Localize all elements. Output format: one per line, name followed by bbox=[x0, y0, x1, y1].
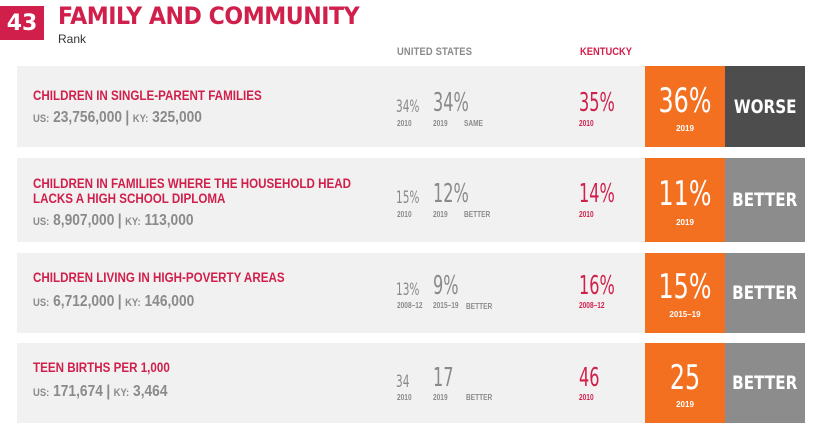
ky-current-box: 25 2019 bbox=[645, 343, 725, 423]
ky-current-box: 36% 2019 bbox=[645, 66, 725, 147]
us-base-value: 34 bbox=[396, 372, 410, 392]
ky-base-year: 2010 bbox=[579, 210, 594, 219]
us-year: 2019 bbox=[433, 210, 448, 219]
us-prefix: US: bbox=[33, 387, 50, 399]
us-base-year: 2008–12 bbox=[397, 301, 423, 310]
indicator-label: CHILDREN IN SINGLE-PARENT FAMILIES bbox=[33, 88, 262, 103]
indicator-counts: US: 23,756,000 | KY: 325,000 bbox=[33, 109, 202, 126]
indicator-label: CHILDREN IN FAMILIES WHERE THE HOUSEHOLD… bbox=[33, 176, 351, 191]
indicator-counts: US: 8,907,000 | KY: 113,000 bbox=[33, 212, 194, 229]
us-count: 6,712,000 bbox=[53, 293, 115, 310]
indicator-label: CHILDREN LIVING IN HIGH-POVERTY AREAS bbox=[33, 270, 285, 285]
verdict-label: BETTER bbox=[732, 282, 798, 304]
ky-current-value: 36% bbox=[658, 81, 712, 121]
verdict-badge: BETTER bbox=[725, 253, 805, 333]
indicator-label-line2: LACKS A HIGH SCHOOL DIPLOMA bbox=[33, 191, 226, 206]
indicator-counts: US: 6,712,000 | KY: 146,000 bbox=[33, 293, 195, 310]
ky-prefix: KY: bbox=[125, 297, 141, 309]
column-header-ky: KENTUCKY bbox=[580, 46, 632, 58]
rank-label: Rank bbox=[58, 32, 87, 46]
ky-base-year: 2008–12 bbox=[579, 301, 605, 310]
us-base-year: 2010 bbox=[397, 210, 412, 219]
us-count: 8,907,000 bbox=[53, 212, 115, 229]
us-trend: BETTER bbox=[466, 393, 493, 402]
verdict-badge: BETTER bbox=[725, 158, 805, 242]
us-base-year: 2010 bbox=[397, 119, 412, 128]
indicator-row: CHILDREN IN SINGLE-PARENT FAMILIES US: 2… bbox=[17, 66, 805, 147]
ky-count: 325,000 bbox=[152, 109, 202, 126]
us-base-value: 13% bbox=[396, 280, 420, 300]
ky-base-value: 46 bbox=[579, 363, 600, 393]
us-base-value: 34% bbox=[396, 97, 420, 117]
us-value: 34% bbox=[433, 88, 469, 118]
ky-current-year: 2015–19 bbox=[669, 310, 701, 319]
section-title: FAMILY AND COMMUNITY bbox=[58, 2, 360, 30]
ky-base-value: 16% bbox=[579, 271, 615, 301]
ky-count: 3,464 bbox=[133, 383, 168, 400]
us-trend: BETTER bbox=[464, 210, 491, 219]
rank-badge: 43 bbox=[0, 6, 44, 40]
verdict-label: BETTER bbox=[732, 189, 798, 211]
indicator-label: TEEN BIRTHS PER 1,000 bbox=[33, 360, 170, 375]
ky-base-year: 2010 bbox=[579, 393, 594, 402]
us-year: 2019 bbox=[433, 119, 448, 128]
us-base-year: 2010 bbox=[397, 393, 412, 402]
us-value: 12% bbox=[433, 179, 469, 209]
us-year: 2019 bbox=[433, 393, 448, 402]
us-trend: SAME bbox=[464, 119, 483, 128]
indicator-row: CHILDREN IN FAMILIES WHERE THE HOUSEHOLD… bbox=[17, 158, 805, 242]
column-header-us: UNITED STATES bbox=[397, 46, 473, 58]
verdict-label: WORSE bbox=[733, 95, 797, 118]
ky-current-value: 15% bbox=[658, 267, 712, 307]
ky-base-value: 35% bbox=[579, 88, 615, 118]
indicator-row: TEEN BIRTHS PER 1,000 US: 171,674 | KY: 3,… bbox=[17, 343, 805, 423]
rank-number: 43 bbox=[6, 10, 38, 36]
ky-prefix: KY: bbox=[113, 387, 130, 399]
ky-current-year: 2019 bbox=[676, 124, 694, 133]
us-count: 23,756,000 bbox=[53, 109, 122, 126]
us-count: 171,674 bbox=[53, 383, 103, 400]
ky-current-box: 15% 2015–19 bbox=[645, 253, 725, 333]
indicator-row: CHILDREN LIVING IN HIGH-POVERTY AREAS US… bbox=[17, 253, 805, 333]
ky-current-year: 2019 bbox=[676, 400, 694, 409]
ky-prefix: KY: bbox=[125, 216, 141, 228]
ky-count: 146,000 bbox=[144, 293, 195, 310]
ky-count: 113,000 bbox=[144, 212, 194, 229]
verdict-label: BETTER bbox=[732, 372, 798, 394]
ky-base-value: 14% bbox=[579, 179, 615, 209]
ky-current-value: 11% bbox=[658, 174, 712, 214]
us-value: 17 bbox=[433, 363, 454, 393]
ky-current-value: 25 bbox=[669, 358, 701, 398]
us-prefix: US: bbox=[33, 113, 50, 125]
ky-current-box: 11% 2019 bbox=[645, 158, 725, 242]
us-year: 2015–19 bbox=[433, 301, 459, 310]
verdict-badge: WORSE bbox=[725, 66, 805, 147]
verdict-badge: BETTER bbox=[725, 343, 805, 423]
ky-prefix: KY: bbox=[132, 113, 149, 125]
indicator-counts: US: 171,674 | KY: 3,464 bbox=[33, 383, 168, 400]
us-base-value: 15% bbox=[396, 188, 420, 208]
us-trend: BETTER bbox=[466, 302, 493, 311]
us-value: 9% bbox=[433, 271, 459, 301]
us-prefix: US: bbox=[33, 216, 50, 228]
us-prefix: US: bbox=[33, 297, 50, 309]
ky-current-year: 2019 bbox=[676, 218, 694, 227]
ky-base-year: 2010 bbox=[579, 119, 594, 128]
